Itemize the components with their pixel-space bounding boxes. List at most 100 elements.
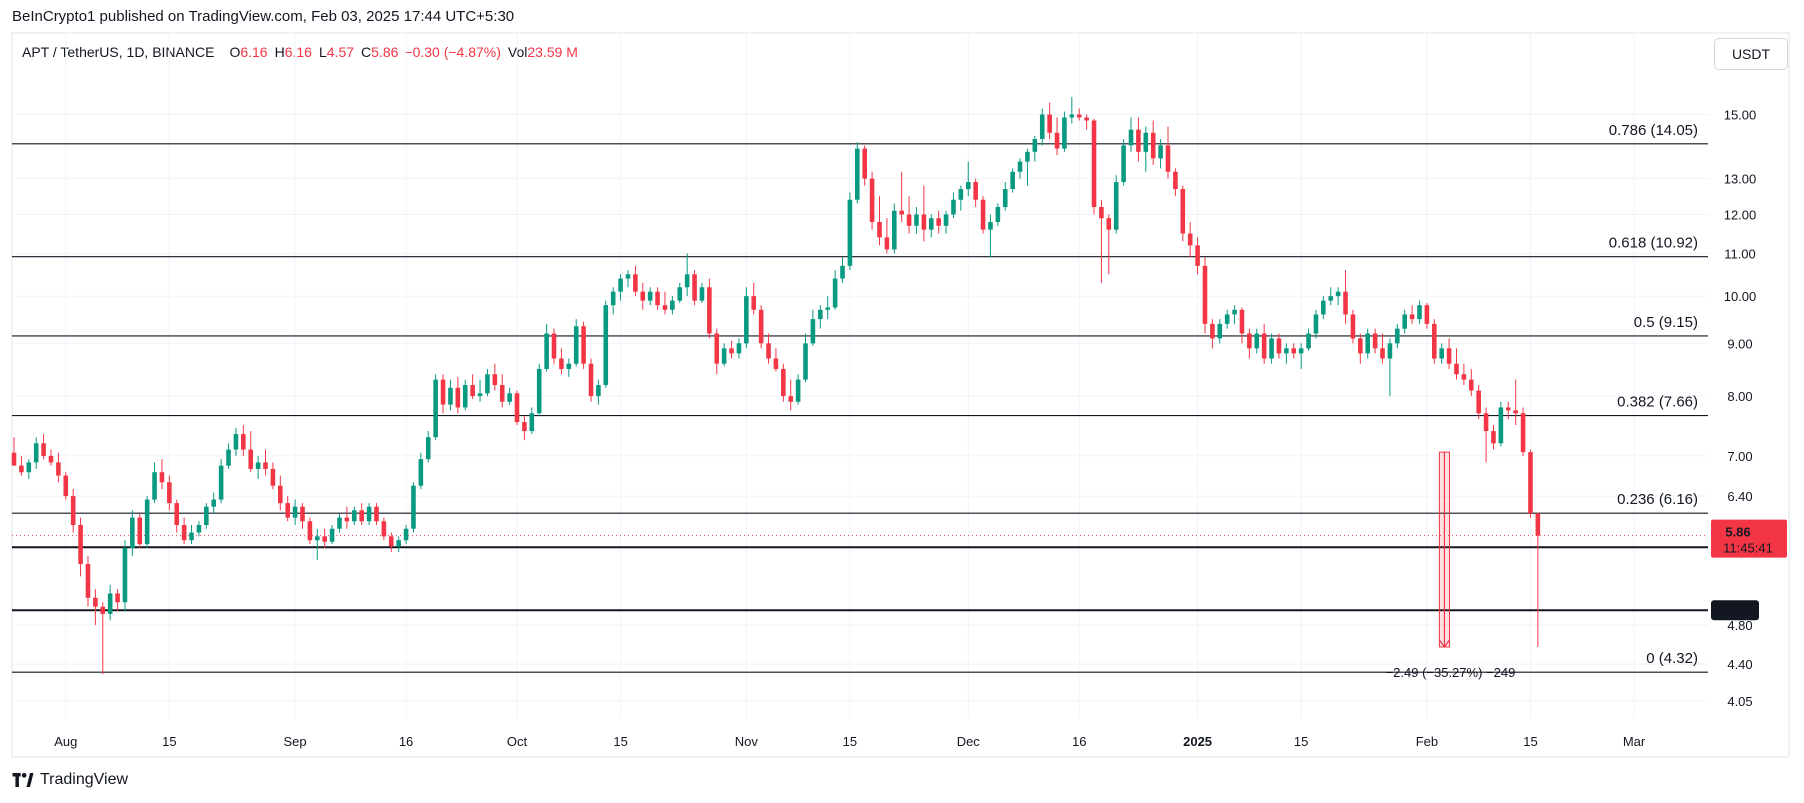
candle-up: [1321, 300, 1326, 315]
y-tick-label: 8.00: [1727, 389, 1752, 404]
candle-down: [773, 358, 779, 369]
candle-up: [1313, 314, 1319, 334]
candle-down: [869, 178, 875, 222]
candle-up: [477, 393, 483, 397]
candle-down: [1136, 129, 1141, 152]
candle-down: [766, 343, 771, 359]
candle-up: [1010, 171, 1015, 190]
x-tick-label: Oct: [507, 734, 528, 749]
candle-up: [736, 343, 742, 354]
candle-up: [1224, 314, 1230, 324]
candle-up: [995, 207, 1001, 222]
candle-down: [470, 385, 475, 397]
candle-up: [1002, 189, 1008, 208]
candle-down: [492, 374, 498, 386]
candle-up: [810, 319, 816, 344]
candle-up: [329, 528, 335, 542]
close-label: C: [361, 44, 372, 60]
candle-up: [411, 485, 416, 529]
candle-down: [1468, 379, 1474, 391]
candle-down: [1432, 323, 1437, 359]
candle-down: [1446, 348, 1452, 364]
symbol-label[interactable]: APT / TetherUS, 1D, BINANCE: [22, 44, 215, 60]
candle-down: [270, 468, 276, 486]
candle-up: [1025, 151, 1030, 162]
candle-down: [307, 521, 313, 541]
candle-up: [951, 199, 956, 215]
high-value: 6.16: [284, 44, 312, 60]
candle-down: [93, 597, 98, 607]
candle-up: [1062, 117, 1067, 149]
candle-down: [662, 305, 668, 310]
candle-down: [1343, 291, 1348, 315]
candle-down: [1165, 145, 1171, 172]
candle-down: [388, 536, 394, 547]
candle-down: [100, 606, 106, 614]
brand-name: TradingView: [40, 771, 129, 788]
tradingview-brand[interactable]: TradingView: [12, 771, 128, 789]
candle-down: [1454, 363, 1459, 375]
candle-down: [559, 358, 564, 369]
candle-up: [744, 296, 749, 344]
support-tag-label: 4.96: [1722, 604, 1747, 619]
candle-down: [788, 396, 794, 402]
candle-down: [1528, 452, 1533, 514]
candle-down: [751, 296, 757, 310]
candle-up: [988, 221, 993, 230]
candle-up: [566, 363, 572, 369]
x-tick-label: 15: [1294, 734, 1308, 749]
candle-down: [1291, 348, 1297, 354]
candle-down: [1505, 407, 1511, 411]
x-tick-label: Dec: [957, 734, 981, 749]
candle-down: [78, 524, 83, 564]
candle-up: [433, 379, 438, 438]
candle-up: [1017, 161, 1023, 172]
candle-down: [1106, 218, 1112, 230]
candle-up: [396, 540, 401, 547]
candle-down: [1173, 171, 1178, 190]
candle-down: [1513, 410, 1518, 414]
y-tick-label: 6.40: [1727, 489, 1752, 504]
candle-down: [1076, 114, 1082, 118]
candle-up: [847, 199, 853, 266]
candle-countdown: 11:45:41: [1723, 541, 1773, 556]
y-tick-label: 13.00: [1724, 172, 1757, 187]
candle-down: [1187, 233, 1193, 246]
candle-up: [448, 387, 453, 405]
candle-up: [1284, 348, 1289, 354]
support-tag: [1711, 600, 1759, 621]
y-tick-label: 4.05: [1727, 694, 1752, 709]
candle-up: [314, 536, 320, 541]
candle-down: [322, 536, 327, 542]
fib-level-label: 0.5 (9.15): [1634, 314, 1698, 331]
candle-down: [1091, 120, 1097, 208]
candle-down: [85, 563, 91, 598]
candle-down: [41, 443, 46, 456]
candle-up: [1032, 139, 1038, 152]
candle-up: [677, 287, 683, 301]
candle-down: [19, 465, 24, 473]
candle-down: [514, 393, 520, 423]
candle-up: [928, 218, 934, 230]
candle-down: [455, 387, 461, 408]
candle-up: [218, 465, 224, 500]
x-tick-label: 15: [162, 734, 176, 749]
candle-down: [921, 214, 927, 230]
candle-down: [973, 182, 978, 200]
candle-up: [943, 214, 949, 226]
candle-down: [285, 503, 290, 518]
fib-level-label: 0.786 (14.05): [1609, 122, 1698, 139]
candle-down: [1424, 305, 1430, 324]
candle-up: [1217, 323, 1223, 339]
candle-down: [11, 452, 17, 466]
currency-button[interactable]: USDT: [1714, 38, 1788, 70]
candle-up: [189, 532, 194, 541]
candle-down: [1084, 117, 1089, 121]
candle-up: [1128, 129, 1134, 146]
candle-down: [63, 475, 69, 497]
candle-up: [891, 210, 897, 250]
candle-down: [758, 309, 764, 344]
candle-down: [581, 326, 586, 364]
candle-up: [233, 434, 239, 450]
